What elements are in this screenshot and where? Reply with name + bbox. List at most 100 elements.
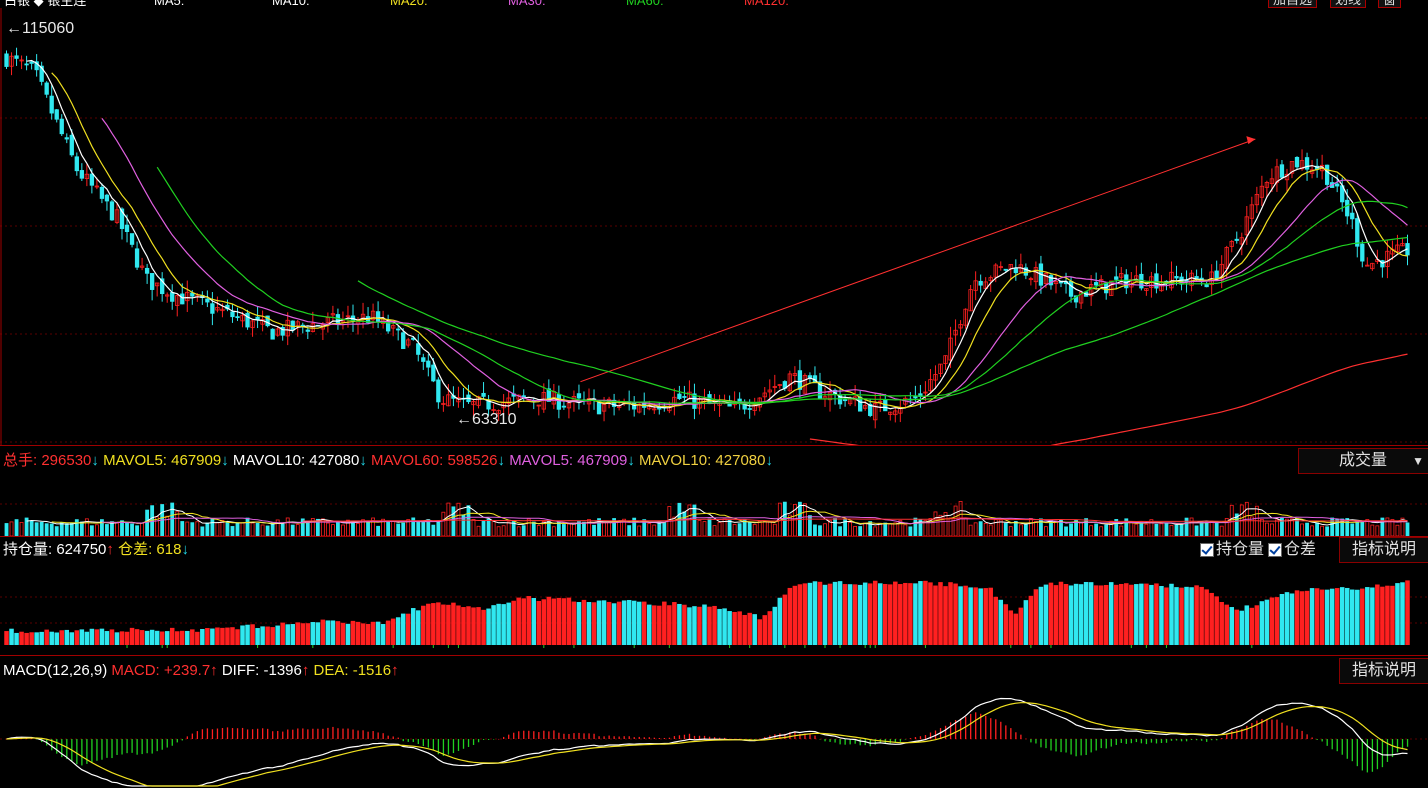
volume-bar (647, 522, 652, 536)
volume-bar (205, 522, 210, 536)
volume-bar (908, 526, 913, 536)
candle-body (973, 280, 978, 291)
macd-bar (1296, 729, 1298, 739)
arrow-up-icon: ↑ (391, 662, 399, 679)
price-pane[interactable] (0, 8, 1428, 445)
open-interest-bar (1174, 587, 1179, 645)
open-interest-pane[interactable] (0, 563, 1428, 655)
candle-body (305, 329, 310, 332)
volume-bar (1134, 523, 1139, 536)
title-segment: 白银 ◆ 银主连 (4, 0, 87, 8)
open-interest-bar (451, 602, 456, 645)
diff-checkbox-label[interactable]: 仓差 (1284, 541, 1317, 558)
add-favorite-button[interactable]: 加自选 (1268, 0, 1318, 8)
legend-item: 仓差: 618 (118, 541, 182, 558)
volume-bar (732, 523, 737, 536)
title-segment: MA60: (626, 0, 664, 8)
open-interest-bar (360, 623, 366, 645)
volume-bar (1249, 516, 1254, 536)
oi-diff-tick (633, 645, 635, 648)
volume-bar (973, 522, 978, 536)
oi-diff-tick (804, 645, 806, 648)
volume-chart[interactable] (0, 474, 1428, 536)
volume-indicator-selector[interactable]: 成交量 ▼ (1298, 448, 1428, 474)
price-chart[interactable] (0, 8, 1428, 445)
volume-bar (1330, 517, 1335, 536)
volume-bar (587, 519, 591, 536)
legend-item: DEA: -1516 (313, 662, 392, 679)
volume-bar (265, 525, 270, 536)
selector-label: 成交量 (1339, 452, 1388, 469)
legend-item: MAVOL10: 427080 (639, 452, 766, 469)
macd-bar (1226, 734, 1228, 739)
candle-body (1395, 244, 1400, 252)
volume-bar (526, 518, 531, 536)
macd-bar (819, 739, 821, 740)
open-interest-bar (1370, 587, 1375, 645)
volume-bar (1059, 519, 1063, 536)
macd-indicator-help-button[interactable]: 指标说明 (1338, 658, 1428, 684)
open-interest-bar (1224, 604, 1229, 645)
diff-checkbox[interactable] (1268, 543, 1283, 557)
macd-chart[interactable] (0, 684, 1428, 788)
volume-bar (486, 518, 491, 536)
macd-bar (889, 739, 891, 744)
macd-bar (452, 739, 455, 754)
open-interest-bar (34, 632, 39, 645)
oi-checkbox[interactable] (1200, 543, 1214, 557)
candle-body (687, 391, 692, 400)
oi-checkbox-label[interactable]: 持仓量 (1216, 541, 1265, 558)
open-interest-bar (727, 611, 732, 645)
macd-bar (1281, 722, 1283, 739)
macd-bar (262, 728, 264, 739)
volume-bar (747, 521, 752, 536)
window-button[interactable]: 窗 (1378, 0, 1402, 8)
pane-divider (0, 655, 1428, 656)
volume-bar (762, 520, 767, 536)
oi-indicator-help-button[interactable]: 指标说明 (1338, 537, 1428, 563)
volume-bar (531, 521, 536, 536)
candle-body (9, 55, 14, 67)
volume-bar (366, 521, 370, 536)
volume-bar (240, 522, 245, 536)
arrow-down-icon: ↓ (91, 452, 99, 469)
candle-body (1028, 278, 1034, 281)
open-interest-bar (837, 581, 843, 645)
macd-bar (131, 739, 133, 753)
candle-body (657, 407, 662, 410)
volume-bar (1039, 518, 1043, 536)
open-interest-bar (1154, 583, 1159, 645)
macd-pane[interactable] (0, 684, 1428, 788)
macd-bar (985, 715, 987, 739)
volume-pane[interactable] (0, 474, 1428, 536)
volume-bar (757, 520, 762, 536)
macd-bar (231, 728, 234, 739)
volume-bar (325, 522, 330, 536)
volume-bar (115, 522, 119, 536)
macd-bar (1010, 728, 1012, 739)
open-interest-bar (320, 619, 326, 645)
candle-body (807, 375, 813, 378)
macd-bar (658, 737, 660, 739)
open-interest-bar (1083, 581, 1089, 645)
legend-item: MAVOL60: 598526 (371, 452, 498, 469)
macd-bar (899, 739, 902, 742)
macd-bar (272, 731, 274, 739)
macd-bar (723, 737, 726, 739)
volume-bar (120, 520, 124, 536)
volume-bar (84, 518, 89, 536)
open-interest-chart[interactable] (0, 563, 1428, 655)
macd-bar (683, 734, 686, 739)
macd-bar (854, 739, 856, 744)
open-interest-bar (416, 610, 421, 645)
arrow-down-icon: ↓ (221, 452, 229, 469)
low-price-label: ←63310 (456, 411, 517, 428)
draw-line-button[interactable]: 划线 (1330, 0, 1367, 8)
open-interest-bar (275, 625, 280, 645)
volume-bar (928, 518, 933, 536)
macd-bar (176, 739, 178, 743)
pane-divider (0, 445, 1428, 446)
oi-diff-tick (1030, 645, 1032, 648)
open-interest-bar (395, 617, 401, 645)
open-interest-bar (888, 584, 893, 645)
